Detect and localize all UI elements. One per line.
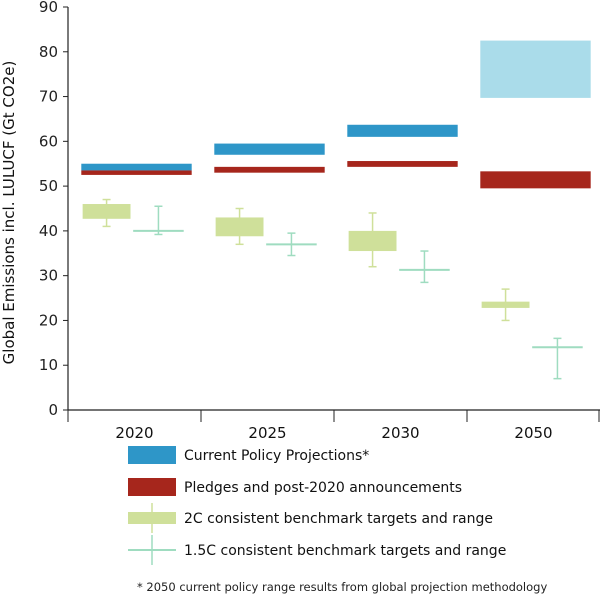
legend-label: Pledges and post-2020 announcements (184, 480, 462, 496)
current-policy-bar (81, 163, 192, 171)
benchmark-2c-box (82, 204, 131, 219)
x-category-label: 2020 (115, 424, 153, 442)
x-category-label: 2030 (381, 424, 419, 442)
legend-swatch-pledges (128, 478, 176, 496)
y-tick-label: 90 (39, 0, 58, 16)
pledges-bar (81, 170, 192, 175)
footnote: * 2050 current policy range results from… (137, 580, 547, 594)
y-tick-label: 50 (39, 177, 58, 195)
legend: Current Policy Projections* Pledges and p… (128, 446, 506, 565)
pledges-bar (480, 171, 591, 189)
x-category-label: 2025 (248, 424, 286, 442)
x-category-label: 2050 (514, 424, 552, 442)
y-tick-label: 80 (39, 43, 58, 61)
benchmark-2c-box (348, 230, 397, 252)
x-axis-category-labels: 2020 2025 2030 2050 (115, 424, 552, 442)
legend-label: 1.5C consistent benchmark targets and ra… (184, 543, 506, 559)
axes (67, 7, 600, 422)
current-policy-bar (480, 40, 591, 98)
current-policy-bar (347, 124, 458, 137)
legend-label: Current Policy Projections* (184, 448, 369, 464)
y-tick-label: 40 (39, 222, 58, 240)
y-tick-label: 60 (39, 132, 58, 150)
y-tick-label: 20 (39, 311, 58, 329)
y-tick-label: 70 (39, 88, 58, 106)
pledges-bar (214, 166, 325, 173)
y-axis-ticks: 0 10 20 30 40 50 60 70 80 90 (39, 0, 68, 419)
legend-swatch-2c-box (128, 512, 176, 524)
current-policy-bar (214, 143, 325, 155)
y-tick-label: 0 (48, 401, 58, 419)
benchmark-2c-box (481, 301, 530, 308)
pledges-bar (347, 161, 458, 167)
y-tick-label: 10 (39, 356, 58, 374)
y-axis-label: Global Emissions incl. LULUCF (Gt CO2e) (0, 61, 18, 365)
legend-label: 2C consistent benchmark targets and rang… (184, 511, 493, 527)
chart-marks (81, 40, 591, 380)
y-tick-label: 30 (39, 267, 58, 285)
legend-swatch-current-policy (128, 446, 176, 464)
benchmark-2c-box (215, 217, 264, 237)
